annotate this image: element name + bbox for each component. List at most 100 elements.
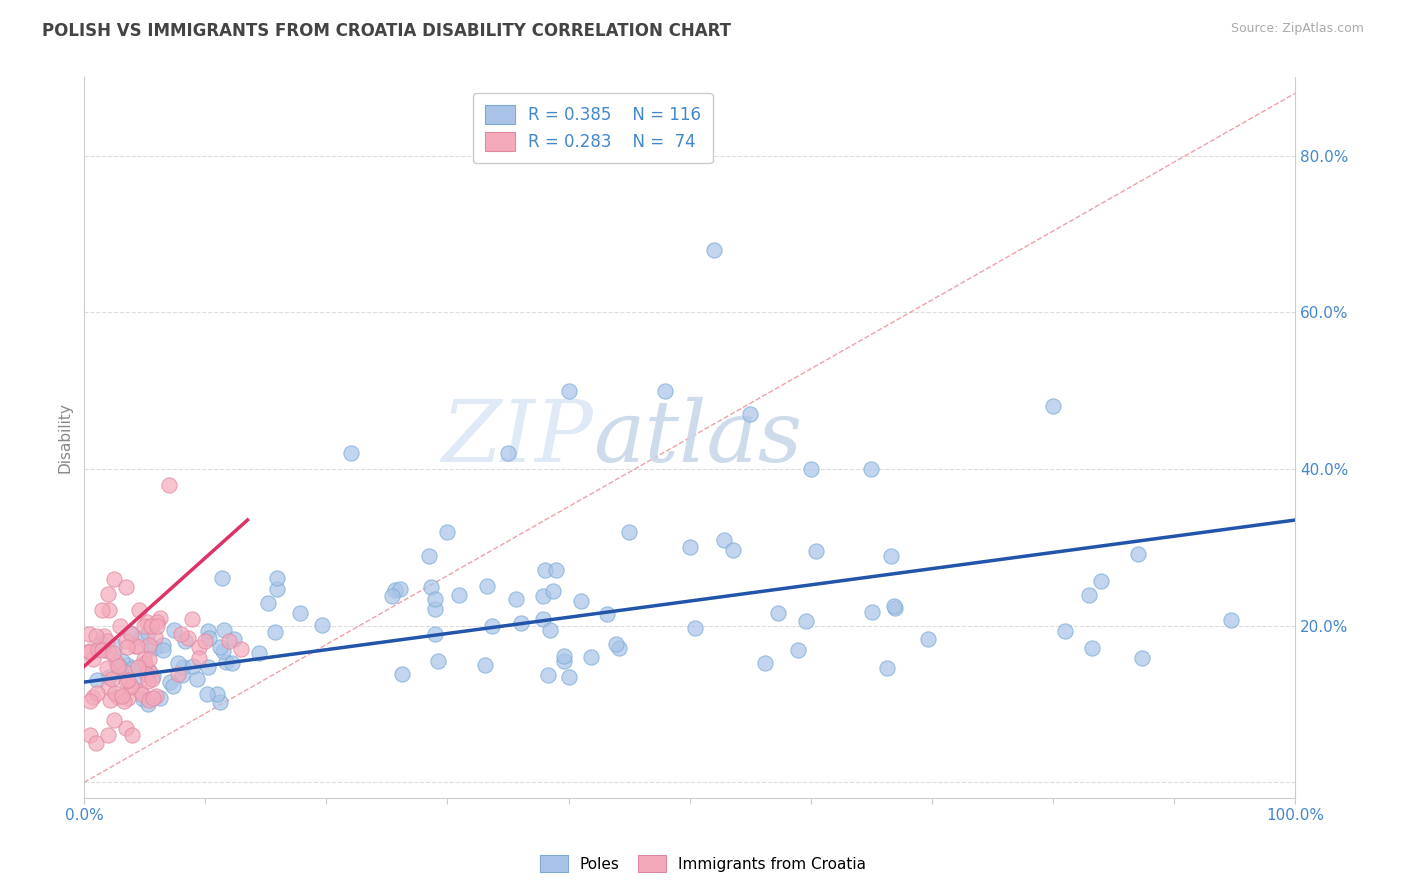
Point [166, 666, 188, 681]
Point [266, 582, 288, 596]
Point [1219, 613, 1241, 627]
Point [1078, 588, 1101, 602]
Point [1081, 640, 1104, 655]
Point [149, 610, 172, 624]
Point [121, 728, 143, 742]
Point [97, 728, 120, 742]
Point [139, 640, 162, 655]
Point [163, 623, 186, 637]
Point [617, 524, 640, 539]
Point [231, 642, 253, 657]
Point [883, 601, 905, 615]
Point [221, 656, 243, 670]
Point [97, 644, 120, 658]
Point [120, 625, 142, 640]
Point [136, 673, 159, 688]
Point [423, 591, 446, 606]
Point [117, 690, 139, 705]
Point [146, 615, 169, 629]
Point [136, 626, 159, 640]
Point [97, 680, 120, 694]
Point [127, 640, 149, 654]
Point [107, 658, 129, 673]
Point [475, 579, 498, 593]
Point [510, 615, 533, 630]
Point [91, 641, 114, 656]
Point [557, 670, 579, 684]
Point [105, 655, 128, 669]
Point [215, 655, 238, 669]
Point [139, 619, 162, 633]
Point [384, 582, 406, 597]
Point [218, 634, 240, 648]
Point [93, 629, 115, 643]
Point [115, 640, 138, 654]
Point [605, 637, 627, 651]
Point [177, 631, 200, 645]
Point [90, 643, 112, 657]
Point [159, 675, 181, 690]
Point [117, 673, 139, 688]
Point [79, 645, 101, 659]
Point [723, 542, 745, 557]
Point [108, 662, 131, 676]
Point [84, 629, 107, 643]
Point [149, 691, 172, 706]
Point [209, 640, 232, 655]
Point [205, 687, 228, 701]
Point [122, 661, 145, 675]
Point [197, 624, 219, 639]
Point [339, 446, 361, 460]
Point [145, 619, 167, 633]
Point [481, 619, 503, 633]
Point [135, 667, 157, 681]
Point [249, 647, 271, 661]
Point [77, 627, 100, 641]
Point [129, 632, 152, 646]
Point [754, 656, 776, 670]
Point [86, 686, 108, 700]
Point [427, 654, 450, 668]
Point [107, 658, 129, 673]
Point [136, 697, 159, 711]
Point [264, 624, 287, 639]
Point [1042, 400, 1064, 414]
Point [423, 602, 446, 616]
Point [195, 687, 218, 701]
Point [596, 607, 619, 621]
Point [713, 533, 735, 548]
Point [170, 668, 193, 682]
Point [531, 589, 554, 603]
Point [553, 654, 575, 668]
Point [91, 603, 114, 617]
Point [114, 665, 136, 679]
Point [141, 672, 163, 686]
Point [546, 563, 568, 577]
Point [110, 619, 132, 633]
Point [391, 667, 413, 681]
Point [543, 584, 565, 599]
Point [103, 713, 125, 727]
Point [188, 640, 211, 655]
Point [124, 640, 146, 654]
Point [157, 477, 180, 491]
Point [607, 641, 630, 656]
Point [114, 673, 136, 688]
Point [79, 694, 101, 708]
Point [145, 689, 167, 703]
Point [381, 589, 404, 603]
Point [211, 571, 233, 585]
Point [389, 582, 412, 596]
Point [152, 642, 174, 657]
Point [111, 689, 134, 703]
Point [557, 384, 579, 398]
Point [804, 543, 827, 558]
Point [579, 650, 602, 665]
Point [107, 690, 129, 704]
Point [115, 634, 138, 648]
Point [266, 570, 288, 584]
Point [128, 603, 150, 617]
Point [311, 617, 333, 632]
Point [152, 638, 174, 652]
Point [120, 679, 142, 693]
